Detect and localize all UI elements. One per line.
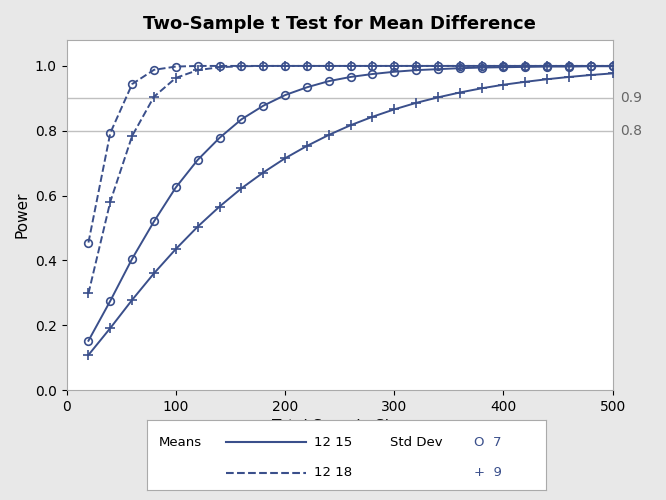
Text: O  7: O 7 — [474, 436, 501, 449]
Text: 12 18: 12 18 — [314, 466, 352, 479]
Text: 0.9: 0.9 — [619, 92, 641, 106]
Text: 0.8: 0.8 — [619, 124, 641, 138]
Title: Two-Sample t Test for Mean Difference: Two-Sample t Test for Mean Difference — [143, 15, 536, 33]
Text: +  9: + 9 — [474, 466, 502, 479]
Text: Means: Means — [159, 436, 202, 449]
X-axis label: Total Sample Size: Total Sample Size — [272, 420, 407, 434]
Text: Std Dev: Std Dev — [390, 436, 443, 449]
Text: 12 15: 12 15 — [314, 436, 352, 449]
Y-axis label: Power: Power — [15, 192, 29, 238]
